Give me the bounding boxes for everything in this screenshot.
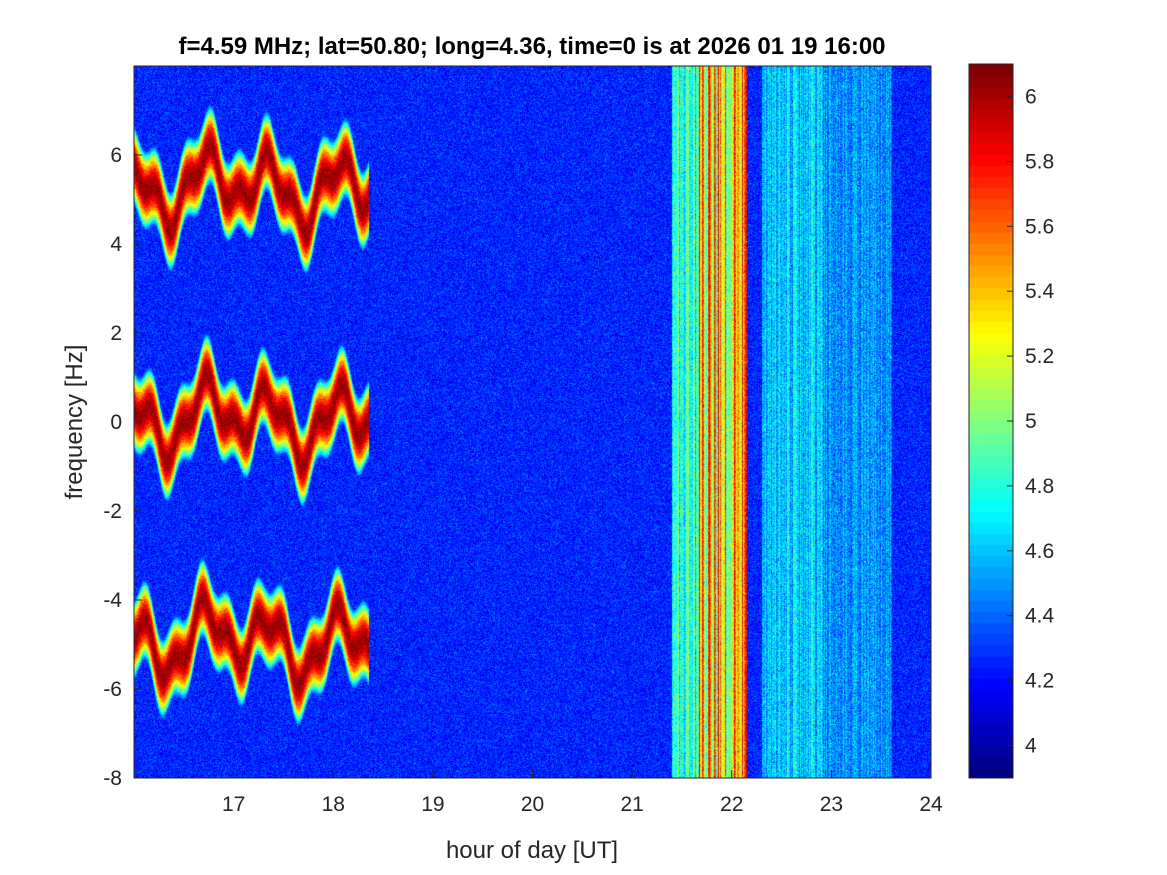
x-tick-label: 17 (222, 793, 245, 816)
colorbar-tick-label: 6 (1025, 85, 1037, 108)
colorbar-tick-label: 5.2 (1025, 345, 1054, 368)
x-tick-label: 19 (421, 793, 444, 816)
x-axis-label: hour of day [UT] (446, 837, 618, 864)
x-tick-label: 22 (720, 793, 743, 816)
colorbar: 4 4.2 4.4 4.6 4.8 5 5.2 5.4 5.6 5.8 6 (968, 63, 1055, 779)
y-tick-label: 0 (110, 411, 122, 434)
colorbar-tick-label: 5 (1025, 410, 1037, 433)
plot-area (133, 65, 932, 779)
colorbar-tick-label: 5.6 (1025, 215, 1054, 238)
y-tick-label: -8 (103, 767, 122, 790)
y-tick-label: -2 (103, 500, 122, 523)
y-tick-label: 6 (110, 144, 122, 167)
colorbar-tick-label: 5.4 (1025, 280, 1055, 303)
y-tick-label: -4 (103, 589, 122, 612)
colorbar-tick-label: 4.8 (1025, 475, 1054, 498)
x-tick-label: 18 (322, 793, 345, 816)
x-tick-label: 20 (521, 793, 544, 816)
chart-title: f=4.59 MHz; lat=50.80; long=4.36, time=0… (178, 33, 885, 60)
colorbar-tick-label: 4.2 (1025, 670, 1054, 693)
x-tick-label: 23 (820, 793, 843, 816)
heatmap-image (134, 66, 931, 778)
colorbar-ticks: 4 4.2 4.4 4.6 4.8 5 5.2 5.4 5.6 5.8 6 (1007, 85, 1055, 758)
y-tick-label: 2 (110, 322, 122, 345)
y-axis-label: frequency [Hz] (61, 345, 88, 500)
colorbar-tick-label: 4.6 (1025, 540, 1054, 563)
x-tick-label: 24 (919, 793, 943, 816)
colorbar-tick-label: 4.4 (1025, 605, 1055, 628)
colorbar-image (969, 64, 1013, 778)
colorbar-tick-label: 5.8 (1025, 150, 1054, 173)
x-axis: 17 18 19 20 21 22 23 24 (222, 770, 943, 816)
y-axis: -8 -6 -4 -2 0 2 4 6 (103, 144, 142, 790)
y-tick-label: -6 (103, 678, 122, 701)
colorbar-tick-label: 4 (1025, 735, 1037, 758)
x-tick-label: 21 (620, 793, 643, 816)
y-tick-label: 4 (110, 233, 122, 256)
